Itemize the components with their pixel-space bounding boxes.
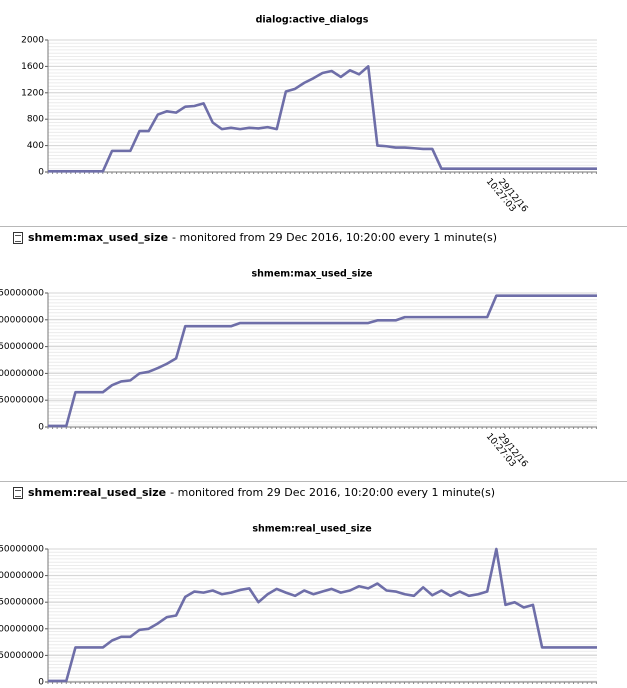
y-tick-label: 00000000 [0,571,44,581]
y-tick-label: 50000000 [0,545,44,555]
y-tick-label: 50000000 [0,598,44,608]
metric-name: shmem:real_used_size [28,486,167,499]
y-tick-label: 2000 [21,36,44,46]
y-tick-label: 1600 [21,62,44,72]
y-tick-label: 00000000 [0,315,44,325]
y-tick-label: 800 [27,115,44,125]
section-header: shmem:max_used_size - monitored from 29 D… [0,226,627,250]
y-tick-label: 50000000 [0,651,44,661]
document-icon [13,232,23,244]
metric-name: shmem:max_used_size [28,231,169,244]
document-icon [13,487,23,499]
y-tick-label: 0 [38,423,44,433]
y-tick-label: 1200 [21,88,44,98]
chart: shmem:real_used_size 0 50000000 00000000 500… [0,524,597,688]
chart-title: dialog:active_dialogs [256,15,369,26]
chart: dialog:active_dialogs 0 400 800 1200 1600 2000… [21,15,597,215]
chart: shmem:max_used_size 0 50000000 00000000 5000… [0,269,597,470]
y-tick-label: 50000000 [0,342,44,352]
y-tick-label: 50000000 [0,396,44,406]
series-line [48,294,597,428]
section-title: shmem:real_used_size - monitored from 29 … [28,482,495,504]
y-tick-label: 50000000 [0,289,44,299]
section-header: shmem:real_used_size - monitored from 29 … [0,481,627,505]
series-line [48,547,597,683]
y-tick-label: 00000000 [0,624,44,634]
y-tick-label: 0 [38,678,44,688]
y-tick-label: 0 [38,168,44,178]
metric-info: - monitored from 29 Dec 2016, 10:20:00 e… [172,231,497,244]
chart-title: shmem:real_used_size [252,524,371,535]
series-line [48,65,597,173]
y-tick-label: 400 [27,141,44,151]
y-tick-label: 00000000 [0,369,44,379]
metric-info: - monitored from 29 Dec 2016, 10:20:00 e… [170,486,496,499]
section-title: shmem:max_used_size - monitored from 29 D… [28,227,497,249]
chart-title: shmem:max_used_size [252,269,373,280]
